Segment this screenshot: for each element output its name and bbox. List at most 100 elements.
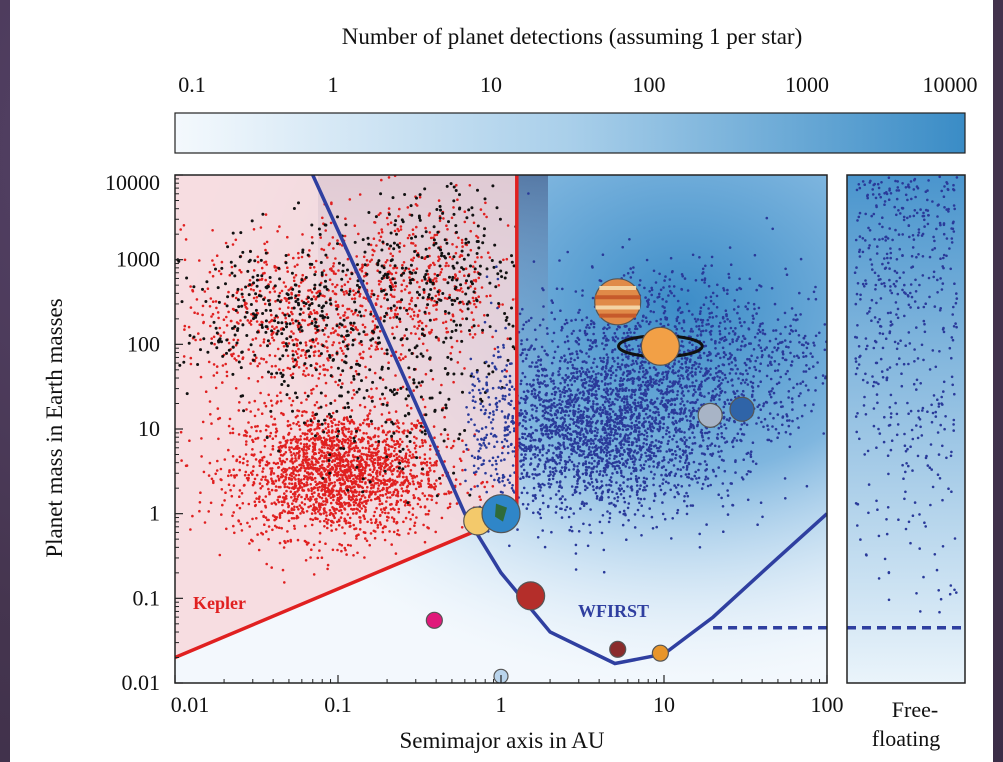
data-point xyxy=(491,370,495,374)
data-point xyxy=(531,473,534,476)
data-point xyxy=(408,234,411,237)
data-point xyxy=(441,211,445,215)
data-point xyxy=(267,487,270,491)
data-point xyxy=(346,543,350,547)
data-point xyxy=(420,234,424,238)
data-point xyxy=(489,421,493,424)
data-point xyxy=(368,412,371,415)
data-point xyxy=(255,429,258,433)
data-point xyxy=(396,475,399,479)
data-point xyxy=(366,263,370,267)
data-point xyxy=(382,487,385,491)
data-point xyxy=(343,314,346,317)
data-point xyxy=(303,433,307,436)
data-point xyxy=(323,418,327,422)
data-point xyxy=(227,290,230,294)
data-point xyxy=(485,446,488,449)
data-point xyxy=(343,283,347,287)
data-point xyxy=(361,323,365,327)
data-point xyxy=(409,204,413,208)
data-point xyxy=(249,303,253,306)
data-point xyxy=(389,264,392,267)
data-point xyxy=(419,424,423,428)
data-point xyxy=(261,312,265,315)
data-point xyxy=(524,453,527,456)
data-point xyxy=(283,296,287,300)
data-point xyxy=(256,424,259,428)
data-point xyxy=(394,308,397,312)
data-point xyxy=(338,542,341,546)
data-point xyxy=(493,347,497,351)
data-point xyxy=(383,538,387,542)
data-point xyxy=(399,386,403,390)
data-point xyxy=(499,269,503,273)
data-point xyxy=(415,225,418,229)
data-point xyxy=(425,269,429,273)
data-point xyxy=(303,503,307,506)
data-point xyxy=(383,525,386,528)
data-point xyxy=(274,502,278,506)
data-point xyxy=(459,459,463,463)
data-point xyxy=(403,504,407,507)
data-point xyxy=(358,449,362,452)
data-point xyxy=(414,235,418,239)
data-point xyxy=(345,478,349,482)
data-point xyxy=(323,451,326,455)
data-point xyxy=(399,483,402,487)
data-point xyxy=(435,300,439,304)
data-point xyxy=(310,297,314,301)
data-point xyxy=(485,267,489,271)
data-point xyxy=(266,339,270,343)
data-point xyxy=(322,248,326,252)
data-point xyxy=(350,459,354,463)
data-point xyxy=(321,294,325,298)
data-point xyxy=(633,398,637,402)
data-point xyxy=(303,319,307,322)
data-point xyxy=(324,443,328,447)
data-point xyxy=(272,287,275,290)
data-point xyxy=(349,503,352,507)
data-point xyxy=(286,539,290,543)
data-point xyxy=(459,330,463,333)
data-point xyxy=(248,525,251,528)
data-point xyxy=(380,347,384,351)
data-point xyxy=(421,354,425,358)
data-point xyxy=(310,423,313,427)
data-point xyxy=(270,372,274,376)
data-point xyxy=(345,290,348,293)
data-point xyxy=(214,386,218,390)
data-point xyxy=(230,271,234,275)
data-point xyxy=(284,342,288,346)
data-point xyxy=(606,424,609,428)
data-point xyxy=(323,285,327,289)
data-point xyxy=(359,516,362,519)
data-point xyxy=(191,514,194,518)
data-point xyxy=(447,397,451,401)
data-point xyxy=(279,512,282,515)
data-point xyxy=(429,461,432,465)
data-point xyxy=(399,228,403,231)
data-point xyxy=(332,485,336,488)
data-point xyxy=(324,517,328,521)
data-point xyxy=(304,457,308,461)
data-point xyxy=(346,454,350,457)
data-point xyxy=(353,224,357,227)
data-point xyxy=(402,271,406,275)
data-point xyxy=(505,257,509,261)
data-point xyxy=(363,496,367,499)
data-point xyxy=(400,481,403,485)
colorbar-tick-labels: 0.1 1 10 100 1000 10000 xyxy=(178,72,977,97)
data-point xyxy=(440,383,443,387)
data-point xyxy=(350,381,353,384)
data-point xyxy=(327,518,330,522)
data-point xyxy=(324,503,327,506)
data-point xyxy=(309,504,313,508)
data-point xyxy=(383,466,386,470)
data-point xyxy=(364,309,368,312)
data-point xyxy=(381,511,384,514)
data-point xyxy=(233,357,236,360)
data-point xyxy=(409,469,413,472)
data-point xyxy=(341,463,345,467)
data-point xyxy=(233,274,237,278)
data-point xyxy=(403,460,407,463)
